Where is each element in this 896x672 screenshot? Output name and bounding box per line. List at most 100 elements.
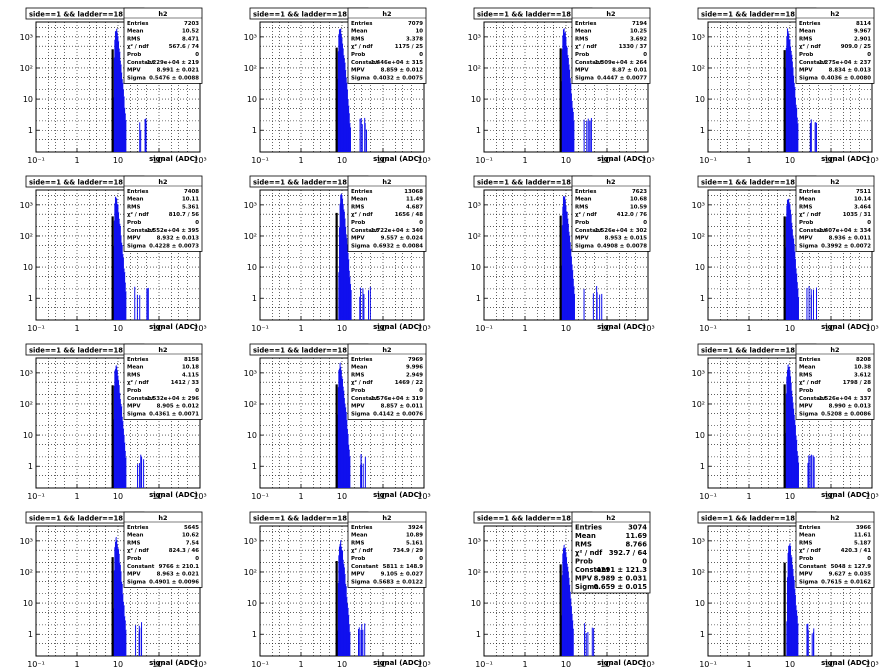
x-tick-label: 10⁻¹ [699,156,717,165]
x-tick-label: 10 [561,660,571,669]
stats-key: χ² / ndf [799,547,821,554]
y-tick-label: 10³ [244,537,257,546]
y-tick-label: 10 [471,263,481,272]
stats-key: MPV [351,68,365,74]
y-tick-label: 10³ [468,201,481,210]
stats-key: Prob [351,220,365,226]
stats-value: 8.932 ± 0.013 [157,236,200,242]
stats-value: 8.953 ± 0.015 [605,236,648,242]
stats-key: RMS [799,36,813,42]
y-tick-label: 1 [252,294,257,303]
stats-key: Mean [799,197,816,203]
stats-value: 420.3 / 41 [841,548,872,554]
stats-key: χ² / ndf [127,547,149,554]
stats-key: Constant [351,564,379,570]
y-tick-label: 10³ [20,201,33,210]
stats-value: 0.4228 ± 0.0073 [149,243,199,249]
stats-value: 0 [643,220,647,226]
stats-key: Sigma [351,243,370,249]
stats-value: 1330 / 37 [619,44,647,50]
stats-value: 10.62 [182,533,199,539]
stats-value: 0 [195,388,199,394]
hist-outline [561,544,574,630]
x-tick-label: 10 [337,156,347,165]
stats-key: MPV [127,572,141,578]
stats-frame [795,175,875,252]
stats-key: MPV [575,236,589,242]
x-axis-label: signal (ADC) [821,491,870,499]
y-tick-label: 1 [252,462,257,471]
stats-key: Entries [799,189,820,195]
stats-frame [571,175,651,252]
stats-frame [571,511,651,594]
stats-value: 0 [419,52,423,58]
stats-key: MPV [127,404,141,410]
x-tick-label: 1 [298,492,303,501]
x-tick-label: 10⁻¹ [27,492,45,501]
y-tick-label: 10² [244,64,257,73]
stats-value: 5.361 [182,204,199,210]
stats-value: 5.161 [406,540,423,546]
hist-outline [337,28,352,129]
stats-key: Prob [127,52,141,58]
stats-box: h2 Entries 7511 Mean 10.14 RMS 3.464 χ² / ndf 10… [795,175,875,252]
y-tick-label: 10³ [244,369,257,378]
stats-key: RMS [575,204,589,210]
stats-value: 10.68 [630,197,647,203]
stats-key: Sigma [351,411,370,417]
hist-outline [337,362,351,458]
stats-value: 0.4142 ± 0.0076 [373,411,423,417]
y-tick-label: 10² [468,568,481,577]
x-tick-label: 1 [298,324,303,333]
x-tick-label: 10⁻¹ [699,492,717,501]
stats-key: Constant [575,60,603,66]
stats-name: h2 [606,514,615,522]
stats-key: Constant [351,60,379,66]
y-tick-label: 10² [20,232,33,241]
stats-value: 0.4908 ± 0.0078 [597,243,647,249]
stats-value: 8.471 [182,36,199,42]
stats-name: h2 [382,514,391,522]
stats-key: Entries [351,189,372,195]
stats-value: 7.54 [186,540,200,546]
stats-key: RMS [799,372,813,378]
x-tick-label: 10⁻¹ [475,324,493,333]
y-tick-label: 10 [695,599,705,608]
stats-key: Sigma [575,583,599,591]
stats-name: h2 [382,346,391,354]
stats-key: Entries [127,357,148,363]
x-tick-label: 10⁻¹ [251,324,269,333]
y-tick-label: 10³ [20,369,33,378]
stats-value: 8.905 ± 0.012 [157,404,200,410]
stats-box: h2 Entries 7194 Mean 10.25 RMS 3.692 χ² / ndf 13… [571,7,651,84]
hist-outline [785,198,800,299]
stats-key: Prob [799,556,813,562]
stats-value: 0 [643,52,647,58]
stats-key: Prob [351,388,365,394]
stats-key: Prob [799,388,813,394]
stats-key: Entries [799,357,820,363]
stats-value: 1.446e+04 ± 315 [371,60,423,66]
y-tick-label: 1 [28,126,33,135]
stats-key: MPV [575,575,593,583]
x-tick-label: 10 [561,324,571,333]
x-tick-label: 1 [298,660,303,669]
stats-key: MPV [127,236,141,242]
stats-key: Prob [127,388,141,394]
stats-value: 3966 [856,525,871,531]
stats-value: 9.557 ± 0.024 [381,236,424,242]
stats-key: Mean [127,197,144,203]
stats-value: 1.526e+04 ± 337 [819,396,871,402]
y-tick-label: 10² [692,232,705,241]
stats-value: 0.5208 ± 0.0086 [821,411,871,417]
stats-name: h2 [830,178,839,186]
stats-value: 5048 ± 127.9 [831,564,872,570]
stats-value: 1035 / 31 [843,212,871,218]
y-tick-label: 10³ [244,201,257,210]
stats-value: 0 [867,388,871,394]
x-tick-label: 10 [337,324,347,333]
histogram-bars [786,543,815,656]
